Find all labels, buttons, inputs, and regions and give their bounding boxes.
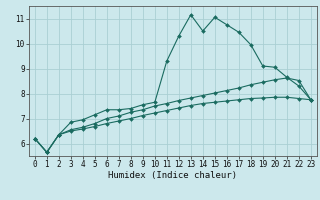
X-axis label: Humidex (Indice chaleur): Humidex (Indice chaleur) bbox=[108, 171, 237, 180]
